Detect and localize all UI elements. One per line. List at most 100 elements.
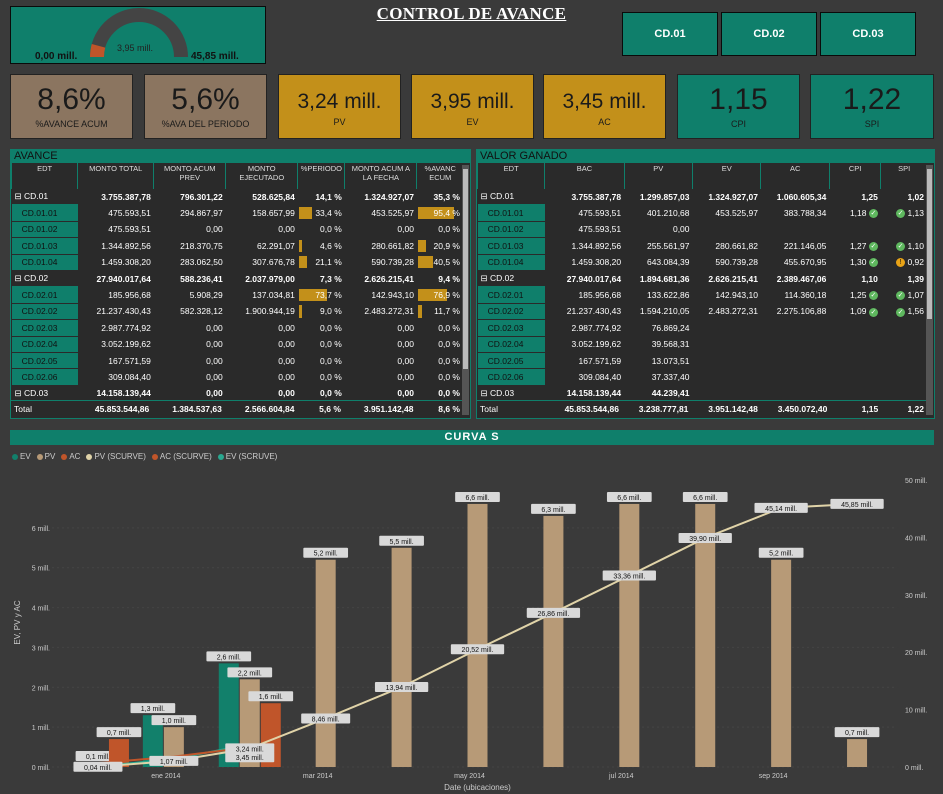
y-tick-label: 5 mill. bbox=[32, 566, 50, 573]
edt-cell[interactable]: CD.02.06 bbox=[11, 368, 78, 386]
table-row: ⊟ CD.01 3.755.387,78 796.301,22 528.625,84 1… bbox=[11, 189, 464, 206]
edt-cell[interactable]: CD.01.02 bbox=[11, 221, 78, 239]
table-cell: 0,00 bbox=[397, 339, 414, 350]
data-label-bg bbox=[682, 491, 728, 502]
column-header[interactable]: MONTO EJECUTADO bbox=[225, 163, 298, 189]
edt-cell[interactable]: CD.02.03 bbox=[11, 319, 78, 337]
cd02-button[interactable]: CD.02 bbox=[721, 12, 817, 56]
legend-item[interactable]: EV bbox=[12, 452, 31, 461]
edt-cell[interactable]: CD.02.03 bbox=[477, 319, 545, 337]
edt-cell[interactable]: CD.01.02 bbox=[477, 221, 545, 239]
table-cell: 0,0 % bbox=[320, 322, 342, 333]
edt-cell[interactable]: CD.02.06 bbox=[477, 368, 545, 386]
edt-cell[interactable]: CD.02.05 bbox=[11, 352, 78, 370]
gauge-value: 3,95 mill. bbox=[117, 43, 154, 53]
edt-cell[interactable]: ⊟ CD.03 bbox=[11, 385, 78, 403]
column-header[interactable]: %PERIODO bbox=[297, 163, 345, 189]
table-cell: 0,00 bbox=[397, 388, 414, 399]
table-cell: 142.943,10 bbox=[371, 290, 414, 301]
table-cell: 1.900.944,19 bbox=[245, 306, 295, 317]
pv-bar bbox=[695, 503, 716, 767]
edt-cell[interactable]: CD.01.03 bbox=[11, 237, 78, 255]
valor-panel: VALOR GANADO EDT BAC PV EV AC CPI SPI ⊟ CD.01 3… bbox=[476, 149, 935, 419]
column-header[interactable]: BAC bbox=[544, 163, 625, 189]
column-header[interactable]: MONTO ACUM PREV bbox=[153, 163, 226, 189]
column-header[interactable]: MONTO ACUM A LA FECHA bbox=[344, 163, 417, 189]
gauge-track bbox=[90, 8, 188, 58]
column-header[interactable]: AC bbox=[760, 163, 830, 189]
y-tick-label: 3 mill. bbox=[32, 645, 50, 652]
legend-item[interactable]: AC bbox=[61, 452, 80, 461]
edt-cell[interactable]: CD.02.01 bbox=[11, 286, 78, 304]
edt-cell[interactable]: ⊟ CD.02 bbox=[477, 270, 545, 288]
table-row: CD.01.03 1.344.892,56 255.561,97 280.661,82… bbox=[477, 237, 928, 255]
edt-cell[interactable]: CD.02.04 bbox=[477, 336, 545, 353]
avance-table: EDT MONTO TOTAL MONTO ACUM PREV MONTO EJECU… bbox=[11, 163, 464, 403]
table-cell: 796.301,22 bbox=[180, 191, 223, 202]
table-cell: 1.459.308,20 bbox=[571, 257, 622, 268]
table-cell bbox=[829, 336, 880, 352]
total-cell: 1,22 bbox=[907, 403, 924, 414]
table-cell: 0,00 bbox=[278, 224, 295, 235]
data-label-bg bbox=[758, 547, 804, 558]
edt-cell[interactable]: CD.02.04 bbox=[11, 336, 78, 353]
legend-label: EV bbox=[20, 452, 31, 461]
column-header[interactable]: EDT bbox=[477, 163, 545, 189]
table-row: CD.02.01 185.956,68 133.622,86 142.943,10 11… bbox=[477, 286, 928, 304]
edt-cell[interactable]: ⊟ CD.01 bbox=[11, 189, 78, 206]
table-cell: 0,00 bbox=[397, 322, 414, 333]
legend-item[interactable]: EV (SCRUVE) bbox=[217, 452, 277, 461]
edt-cell[interactable]: CD.01.01 bbox=[11, 204, 78, 222]
legend-item[interactable]: AC (SCURVE) bbox=[151, 452, 212, 461]
table-cell: 2.626.215,41 bbox=[364, 273, 414, 284]
percent-bar bbox=[417, 239, 426, 253]
column-header[interactable]: %AVANC ECUM bbox=[416, 163, 463, 189]
table-cell: 3.755.387,78 bbox=[101, 191, 151, 202]
edt-cell[interactable]: CD.01.04 bbox=[477, 254, 545, 271]
cd01-button[interactable]: CD.01 bbox=[622, 12, 718, 56]
table-cell: 2.389.467,06 bbox=[776, 273, 827, 284]
table-cell: 167.571,59 bbox=[578, 355, 622, 366]
data-label-bg bbox=[602, 570, 656, 581]
table-cell: 1,09 ✓ bbox=[849, 306, 878, 317]
valor-scrollbar[interactable] bbox=[926, 165, 933, 415]
column-header[interactable]: PV bbox=[623, 163, 693, 189]
legend-item[interactable]: PV bbox=[36, 452, 55, 461]
data-label: 6,6 mill. bbox=[465, 495, 489, 502]
data-label: 0,1 mill. bbox=[86, 754, 110, 761]
table-cell bbox=[693, 336, 761, 352]
gauge-max: 45,85 mill. bbox=[191, 51, 239, 62]
column-header[interactable]: CPI bbox=[828, 163, 881, 189]
edt-cell[interactable]: ⊟ CD.01 bbox=[477, 189, 545, 206]
table-cell: 0,00 bbox=[206, 388, 223, 399]
column-header[interactable]: MONTO TOTAL bbox=[77, 163, 154, 189]
edt-cell[interactable]: CD.02.02 bbox=[477, 303, 545, 321]
column-header[interactable]: EDT bbox=[11, 163, 78, 189]
data-label: 0,7 mill. bbox=[845, 730, 869, 737]
edt-cell[interactable]: CD.02.01 bbox=[477, 286, 545, 304]
edt-cell[interactable]: CD.02.05 bbox=[477, 352, 545, 370]
legend-label: AC (SCURVE) bbox=[159, 452, 212, 461]
data-label-bg bbox=[130, 703, 176, 714]
kpi-value: 5,6% bbox=[171, 83, 240, 116]
edt-cell[interactable]: CD.01.04 bbox=[11, 254, 78, 271]
percent-bar bbox=[417, 305, 423, 318]
edt-cell[interactable]: CD.01.03 bbox=[477, 237, 545, 255]
table-cell: 4,6 % bbox=[298, 238, 345, 254]
table-row: CD.02.05 167.571,59 0,00 0,00 0,0 % 0,00 0,0 % bbox=[11, 352, 464, 370]
table-cell: 114.360,18 bbox=[784, 290, 827, 301]
table-cell: 0,0 % bbox=[320, 224, 342, 235]
cd03-button[interactable]: CD.03 bbox=[820, 12, 916, 56]
data-label-bg bbox=[303, 547, 349, 558]
column-header[interactable]: SPI bbox=[880, 163, 927, 189]
table-cell bbox=[881, 221, 927, 237]
table-cell: 7,3 % bbox=[320, 273, 342, 284]
legend-item[interactable]: PV (SCURVE) bbox=[86, 452, 146, 461]
table-row: CD.01.01 475.593,51 294.867,97 158.657,99 33… bbox=[11, 204, 464, 222]
edt-cell[interactable]: CD.02.02 bbox=[11, 303, 78, 321]
edt-cell[interactable]: ⊟ CD.02 bbox=[11, 270, 78, 288]
column-header[interactable]: EV bbox=[692, 163, 761, 189]
avance-scrollbar[interactable] bbox=[462, 165, 469, 415]
edt-cell[interactable]: CD.01.01 bbox=[477, 204, 545, 222]
table-cell: 280.661,82 bbox=[715, 240, 758, 251]
